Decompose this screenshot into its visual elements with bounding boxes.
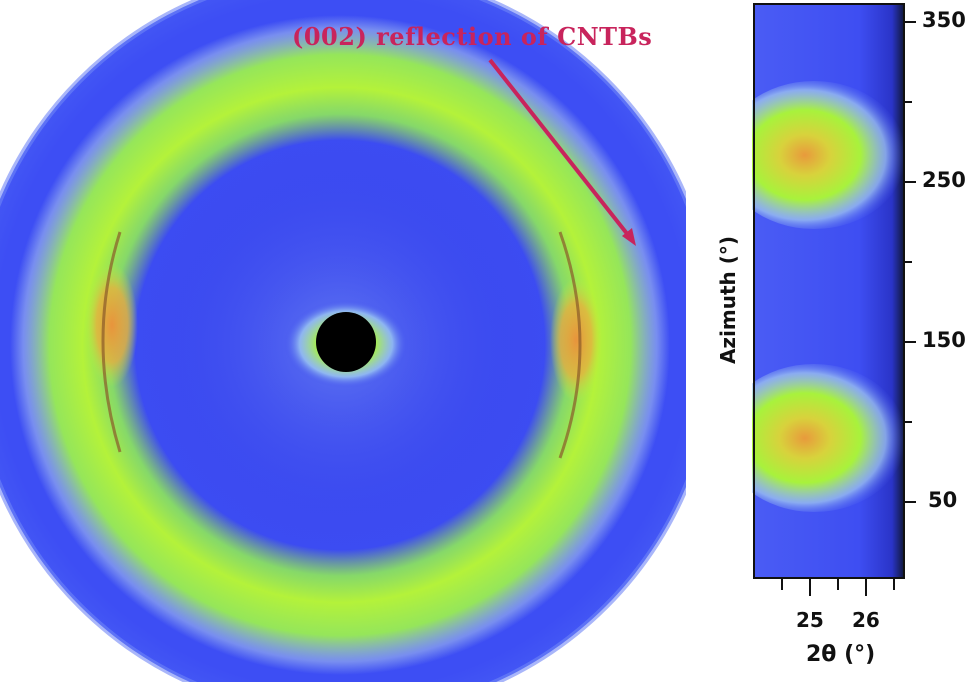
diffraction-image [0, 0, 686, 682]
intensity-lobe-upper [722, 81, 906, 229]
right-reflection-arc [550, 278, 602, 402]
x-tick-label: 26 [852, 608, 880, 632]
intensity-lobe-lower [722, 364, 906, 512]
y-tick-label: 50 [928, 488, 958, 512]
azimuth-plot [722, 3, 916, 596]
annotation-label: (002) reflection of CNTBs [292, 22, 653, 51]
y-axis-ticks [904, 21, 916, 503]
x-tick-label: 25 [796, 608, 824, 632]
beam-stop [316, 312, 376, 372]
x-axis-ticks [781, 578, 895, 596]
y-tick-label: 350 [922, 8, 966, 32]
diffraction-pattern-panel: (002) reflection of CNTBs [0, 0, 686, 682]
left-reflection-arc [86, 263, 138, 387]
x-axis-title: 2θ (°) [806, 642, 876, 667]
azimuth-panel: 350 250 150 50 25 26 [722, 0, 980, 682]
y-tick-label: 250 [922, 168, 966, 192]
y-tick-label: 150 [922, 328, 966, 352]
annotation-arrow [488, 58, 634, 242]
